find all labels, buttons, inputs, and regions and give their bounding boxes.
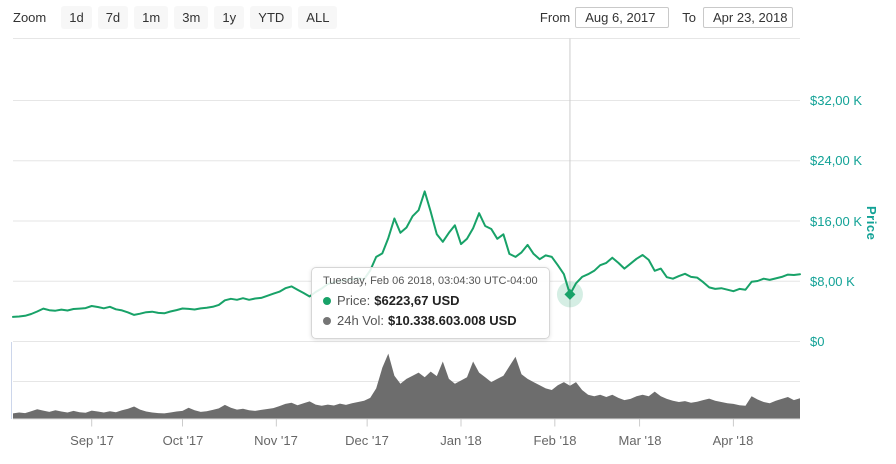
from-date-input[interactable] [575, 6, 670, 28]
zoom-button-ytd[interactable]: YTD [250, 5, 293, 29]
chart-plot-area[interactable] [0, 36, 896, 464]
to-date-input[interactable] [703, 6, 793, 28]
zoom-button-all[interactable]: ALL [298, 5, 338, 29]
to-label: To [682, 9, 696, 25]
zoom-button-1y[interactable]: 1y [214, 5, 245, 29]
price-line [12, 190, 801, 318]
zoom-button-3m[interactable]: 3m [174, 5, 209, 29]
y-axis-title: Price [864, 206, 879, 241]
y-axis-label: $24,00 K [810, 153, 863, 168]
zoom-button-1m[interactable]: 1m [134, 5, 169, 29]
zoom-button-7d[interactable]: 7d [97, 5, 129, 29]
price-chart: $32,00 K $24,00 K $16,00 K $8,00 K $0 Pr… [0, 36, 896, 464]
x-axis-label: Feb '18 [533, 433, 577, 448]
x-axis-label: Mar '18 [618, 433, 662, 448]
selected-point-marker [564, 288, 576, 300]
y-axis-label: $32,00 K [810, 93, 863, 108]
y-axis-label: $8,00 K [810, 274, 855, 289]
volume-area [13, 353, 800, 419]
y-axis-label: $16,00 K [810, 214, 863, 229]
x-axis-label: Apr '18 [712, 433, 754, 448]
x-axis-label: Oct '17 [162, 433, 204, 448]
y-axis-label: $0 [810, 334, 825, 349]
zoom-button-1d[interactable]: 1d [61, 5, 92, 29]
x-axis-label: Nov '17 [254, 433, 298, 448]
zoom-label: Zoom [13, 9, 47, 25]
range-selector-toolbar: Zoom 1d 7d 1m 3m 1y YTD ALL From To [0, 0, 896, 36]
from-label: From [539, 9, 571, 25]
x-axis-label: Sep '17 [70, 433, 114, 448]
x-axis-label: Dec '17 [345, 433, 389, 448]
x-axis-label: Jan '18 [440, 433, 482, 448]
